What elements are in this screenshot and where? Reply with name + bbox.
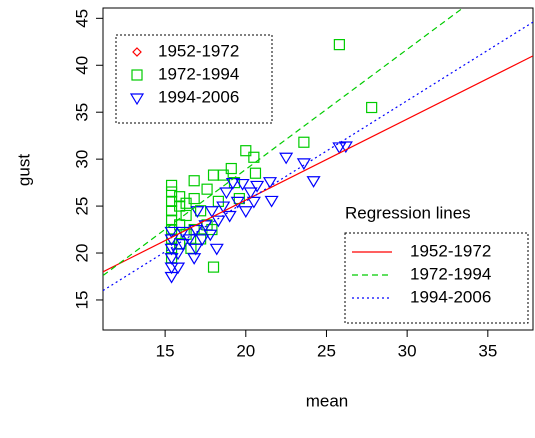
x-tick-label: 25 [317, 341, 336, 360]
point [175, 239, 190, 251]
legend-box [115, 34, 273, 124]
point [203, 229, 218, 242]
point [243, 187, 258, 200]
point [262, 177, 278, 189]
point [264, 195, 279, 208]
point [207, 169, 220, 181]
point [296, 158, 311, 171]
y-tick-label: 15 [72, 290, 91, 309]
y-tick-label: 45 [72, 9, 91, 28]
point [238, 206, 253, 218]
point [174, 191, 186, 203]
legend-label: 1994-2006 [158, 87, 239, 106]
point [190, 206, 205, 218]
point [240, 145, 252, 157]
point [222, 210, 237, 223]
legend-box [344, 232, 529, 324]
y-tick-label: 30 [72, 150, 91, 169]
point [195, 234, 210, 247]
legend-label: 1972-1994 [158, 64, 239, 83]
x-tick-label: 35 [478, 341, 497, 360]
point [188, 192, 200, 205]
legend-label: 1952-1972 [410, 241, 491, 260]
point [279, 152, 294, 165]
regression-line [103, 8, 464, 277]
point [180, 209, 192, 222]
y-tick-label: 40 [72, 56, 91, 75]
point [366, 101, 378, 114]
point [298, 136, 310, 148]
regression-line [103, 55, 533, 273]
x-tick-label: 20 [236, 341, 255, 360]
point [235, 178, 250, 191]
point [164, 226, 179, 239]
y-tick-label: 20 [72, 244, 91, 263]
point [170, 248, 186, 261]
point [174, 219, 186, 231]
legend-marker [131, 69, 143, 81]
point [201, 183, 213, 195]
legend-marker [132, 47, 142, 57]
point [248, 151, 260, 163]
point [219, 187, 234, 200]
point [165, 179, 178, 192]
point [207, 261, 220, 273]
x-axis-label: mean [306, 391, 349, 410]
point [209, 243, 224, 256]
point [174, 200, 186, 212]
x-tick-label: 30 [398, 341, 417, 360]
point [170, 262, 186, 275]
point [211, 215, 226, 228]
point [216, 201, 231, 214]
legend-label: 1994-2006 [410, 287, 491, 306]
legend-label: 1972-1994 [410, 264, 491, 283]
point [333, 39, 345, 51]
point [338, 141, 353, 154]
plot-frame [102, 7, 534, 331]
y-tick-label: 35 [72, 103, 91, 122]
y-axis-label: gust [14, 154, 33, 186]
legend-marker [129, 93, 145, 106]
point [249, 167, 262, 179]
point [188, 175, 200, 187]
point [217, 169, 229, 181]
point [182, 234, 197, 247]
legend-label: 1952-1972 [158, 41, 239, 60]
point [187, 253, 202, 265]
point [332, 142, 347, 155]
point [188, 243, 203, 256]
point [204, 206, 219, 218]
x-tick-label: 15 [156, 341, 175, 360]
point [246, 196, 261, 209]
point [250, 180, 265, 193]
point [225, 162, 237, 175]
point [195, 205, 207, 217]
point [306, 176, 321, 188]
y-tick-label: 25 [72, 197, 91, 216]
point [175, 226, 190, 239]
legend-title: Regression lines [345, 203, 471, 222]
point [164, 234, 179, 247]
